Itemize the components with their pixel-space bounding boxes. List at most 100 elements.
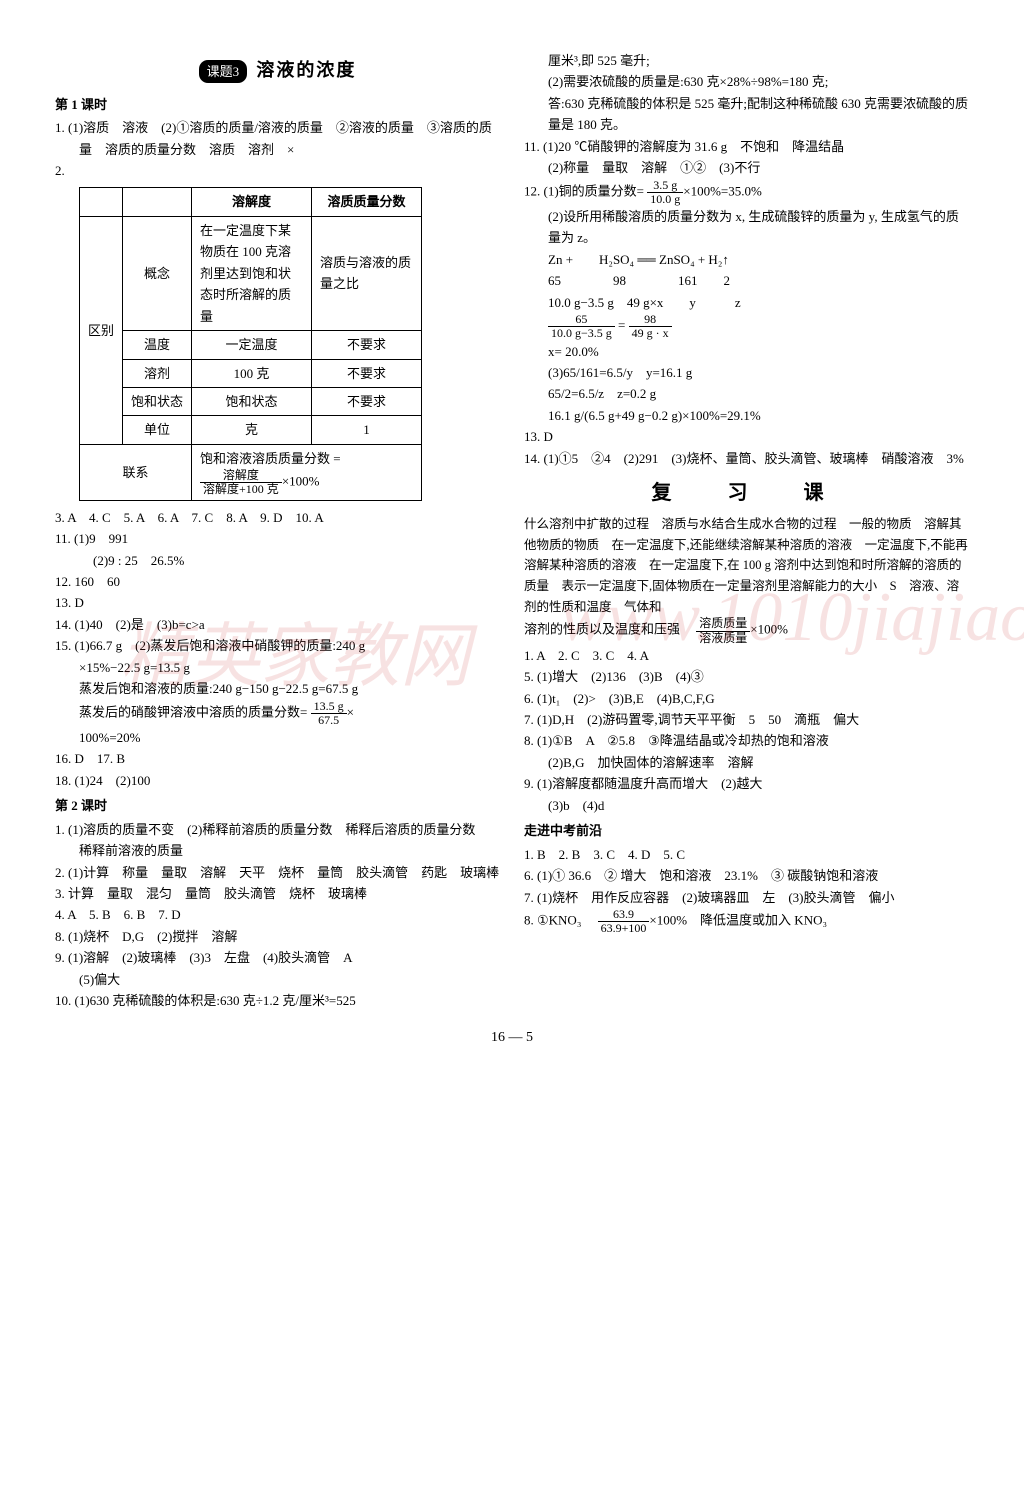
- q12: 12. 160 60: [55, 571, 500, 592]
- r13: 13. D: [524, 426, 969, 447]
- rvq6: 6. (1)t₁ (2)> (3)B,E (4)B,C,F,G: [524, 688, 969, 709]
- rvq9b: (3)b (4)d: [524, 795, 969, 816]
- td-solvent-b: 不要求: [312, 359, 422, 387]
- r12frac2: 98 49 g · x: [629, 313, 672, 340]
- s2q1: 1. (1)溶质的质量不变 (2)稀释前溶质的质量分数 稀释后溶质的质量分数 稀…: [55, 819, 500, 862]
- r12a-pre: 12. (1)铜的质量分数=: [524, 183, 644, 198]
- r12a: 12. (1)铜的质量分数= 3.5 g 10.0 g ×100%=35.0%: [524, 179, 969, 206]
- relation-frac-den: 溶解度+100 克: [200, 483, 282, 496]
- th-solubility: 溶解度: [192, 188, 312, 216]
- td-relation-label: 联系: [80, 444, 192, 500]
- q11a: 11. (1)9 991: [55, 528, 500, 549]
- q15d-suf: ×: [347, 704, 354, 719]
- q15d-frac: 13.5 g 67.5: [311, 700, 347, 727]
- zq8: 8. ①KNO₃ 63.9 63.9+100 ×100% 降低温度或加入 KNO…: [524, 908, 969, 935]
- td-temp-a: 一定温度: [192, 331, 312, 359]
- q13: 13. D: [55, 592, 500, 613]
- s2q10: 10. (1)630 克稀硫酸的体积是:630 克÷1.2 克/厘米³=525: [55, 990, 500, 1011]
- r14: 14. (1)①5 ②4 (2)291 (3)烧杯、量筒、胶头滴管、玻璃棒 硝酸…: [524, 448, 969, 469]
- r12frac2-den: 49 g · x: [629, 327, 672, 340]
- r12a-num: 3.5 g: [647, 179, 683, 193]
- q15d-den: 67.5: [311, 714, 347, 727]
- rvq8b: (2)B,G 加快固体的溶解速率 溶解: [524, 752, 969, 773]
- r1: 厘米³,即 525 毫升;: [524, 50, 969, 71]
- q2-label: 2.: [55, 160, 500, 181]
- relation-suffix: ×100%: [282, 474, 320, 489]
- rv1b-suf: ×100%: [750, 622, 788, 637]
- q15d: 蒸发后的硝酸钾溶液中溶质的质量分数= 13.5 g 67.5 ×: [55, 700, 500, 727]
- td-sat: 饱和状态: [123, 387, 192, 415]
- zq1-5: 1. B 2. B 3. C 4. D 5. C: [524, 844, 969, 865]
- left-column: 课题3 溶液的浓度 第 1 课时 1. (1)溶质 溶液 (2)①溶质的质量/溶…: [55, 50, 506, 1012]
- r3: 答:630 克稀硫酸的体积是 525 毫升;配制这种稀硫酸 630 克需要浓硫酸…: [524, 93, 969, 136]
- comparison-table: 溶解度 溶质质量分数 区别 概念 在一定温度下某物质在 100 克溶剂里达到饱和…: [79, 187, 422, 500]
- s2q9b: (5)偏大: [55, 969, 500, 990]
- rv1b-frac: 溶质质量 溶液质量: [696, 617, 750, 644]
- q15a: 15. (1)66.7 g (2)蒸发后饱和溶液中硝酸钾的质量:240 g: [55, 635, 500, 656]
- rvq7: 7. (1)D,H (2)游码置零,调节天平平衡 5 50 滴瓶 偏大: [524, 709, 969, 730]
- q15e: 100%=20%: [55, 727, 500, 748]
- th-blank2: [123, 188, 192, 216]
- rv1b-pre: 溶剂的性质以及温度和压强: [524, 622, 693, 637]
- page-number: 16 — 5: [55, 1026, 969, 1049]
- r12e: 16.1 g/(6.5 g+49 g−0.2 g)×100%=29.1%: [524, 405, 969, 426]
- r12frac: 65 10.0 g−3.5 g = 98 49 g · x: [524, 313, 969, 340]
- rvq5: 5. (1)增大 (2)136 (3)B (4)③: [524, 666, 969, 687]
- td-temp: 温度: [123, 331, 192, 359]
- td-unit: 单位: [123, 416, 192, 444]
- td-solvent-a: 100 克: [192, 359, 312, 387]
- r12c: (3)65/161=6.5/y y=16.1 g: [524, 362, 969, 383]
- rv1: 什么溶剂中扩散的过程 溶质与水结合生成水合物的过程 一般的物质 溶解其他物质的物…: [524, 514, 969, 617]
- r12frac1-den: 10.0 g−3.5 g: [548, 327, 615, 340]
- rv1b-num: 溶质质量: [696, 617, 750, 631]
- s2q3: 3. 计算 量取 混匀 量筒 胶头滴管 烧杯 玻璃棒: [55, 883, 500, 904]
- q3-10: 3. A 4. C 5. A 6. A 7. C 8. A 9. D 10. A: [55, 507, 500, 528]
- td-diff: 区别: [80, 216, 123, 444]
- r12b: (2)设所用稀酸溶质的质量分数为 x, 生成硫酸锌的质量为 y, 生成氢气的质量…: [524, 206, 969, 249]
- rvq8: 8. (1)①B A ②5.8 ③降温结晶或冷却热的饱和溶液: [524, 730, 969, 751]
- td-concept: 概念: [123, 216, 192, 330]
- q15d-num: 13.5 g: [311, 700, 347, 714]
- r12a-suf: ×100%=35.0%: [683, 183, 762, 198]
- review-title: 复 习 课: [524, 477, 969, 510]
- td-relation-body: 饱和溶液溶质质量分数 = 溶解度 溶解度+100 克 ×100%: [192, 444, 422, 500]
- rv1b-den: 溶液质量: [696, 632, 750, 645]
- r12x: x= 20.0%: [524, 341, 969, 362]
- zq8-pre: 8. ①KNO₃: [524, 913, 594, 928]
- r2: (2)需要浓硫酸的质量是:630 克×28%÷98%=180 克;: [524, 71, 969, 92]
- q18: 18. (1)24 (2)100: [55, 770, 500, 791]
- r12frac-eq: =: [618, 318, 629, 333]
- zq8-den: 63.9+100: [598, 922, 650, 935]
- s2q9: 9. (1)溶解 (2)玻璃棒 (3)3 左盘 (4)胶头滴管 A: [55, 947, 500, 968]
- th-blank1: [80, 188, 123, 216]
- td-unit-b: 1: [312, 416, 422, 444]
- s2q8: 8. (1)烧杯 D,G (2)搅拌 溶解: [55, 926, 500, 947]
- zq8-suf: ×100% 降低温度或加入 KNO₃: [649, 913, 827, 928]
- td-sat-b: 不要求: [312, 387, 422, 415]
- session-1-heading: 第 1 课时: [55, 94, 500, 115]
- s2q4-7: 4. A 5. B 6. B 7. D: [55, 904, 500, 925]
- topic-badge: 课题3: [199, 60, 248, 83]
- td-solvent: 溶剂: [123, 359, 192, 387]
- session-2-heading: 第 2 课时: [55, 795, 500, 816]
- q15b: ×15%−22.5 g=13.5 g: [55, 657, 500, 678]
- r12eq3: 10.0 g−3.5 g 49 g×x y z: [524, 292, 969, 313]
- q1: 1. (1)溶质 溶液 (2)①溶质的质量/溶液的质量 ②溶液的质量 ③溶质的质…: [55, 117, 500, 160]
- r12frac2-num: 98: [629, 313, 672, 327]
- td-temp-b: 不要求: [312, 331, 422, 359]
- topic-title: 溶液的浓度: [256, 60, 356, 80]
- r11b: (2)称量 量取 溶解 ①② (3)不行: [524, 157, 969, 178]
- s2q2: 2. (1)计算 称量 量取 溶解 天平 烧杯 量筒 胶头滴管 药匙 玻璃棒: [55, 862, 500, 883]
- r12eq2: 65 98 161 2: [524, 270, 969, 291]
- r12frac1: 65 10.0 g−3.5 g: [548, 313, 615, 340]
- r12eq1: Zn + H₂SO₄ ══ ZnSO₄ + H₂↑: [524, 249, 969, 270]
- right-column: 厘米³,即 525 毫升; (2)需要浓硫酸的质量是:630 克×28%÷98%…: [518, 50, 969, 1012]
- td-sat-a: 饱和状态: [192, 387, 312, 415]
- rv1b: 溶剂的性质以及温度和压强 溶质质量 溶液质量 ×100%: [524, 617, 969, 644]
- q15d-pre: 蒸发后的硝酸钾溶液中溶质的质量分数=: [79, 704, 307, 719]
- relation-text: 饱和溶液溶质质量分数 =: [200, 451, 341, 466]
- r12d: 65/2=6.5/z z=0.2 g: [524, 383, 969, 404]
- zq8-frac: 63.9 63.9+100: [598, 908, 650, 935]
- q11b: (2)9 : 25 26.5%: [55, 550, 500, 571]
- q15c: 蒸发后饱和溶液的质量:240 g−150 g−22.5 g=67.5 g: [55, 678, 500, 699]
